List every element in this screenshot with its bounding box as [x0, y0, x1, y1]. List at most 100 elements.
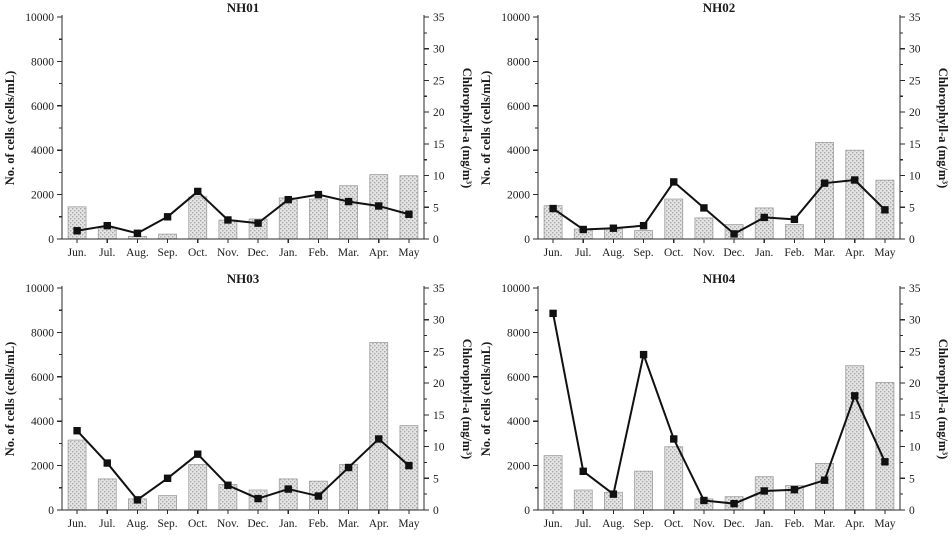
axes — [61, 286, 425, 511]
left-axis-title: No. of cells (cells/mL) — [479, 71, 493, 186]
square-marker — [133, 229, 142, 237]
x-tick-label: Apr. — [369, 247, 389, 259]
right-tick-label: 15 — [909, 139, 921, 151]
x-tick-label: Jul. — [575, 247, 591, 259]
x-tick-label: Apr. — [369, 518, 389, 530]
right-tick-label: 5 — [433, 473, 439, 485]
square-marker — [820, 476, 829, 484]
square-marker — [314, 190, 323, 199]
right-axis-title: Chlorophyll-a (mg/m³) — [936, 339, 950, 460]
x-tick-label: May — [874, 247, 895, 259]
x-tick-label: Jan. — [279, 518, 297, 530]
square-marker — [103, 459, 111, 467]
right-tick-label: 25 — [433, 75, 445, 87]
chart-panel-nh02: 0 2000 4000 6000 8000 10000 0 5 10 15 20 25 30 35 Jun.… — [476, 0, 952, 271]
chart-svg-nh02: 0 2000 4000 6000 8000 10000 0 5 10 15 20 25 30 35 Jun.… — [479, 0, 950, 259]
line-series — [552, 313, 886, 505]
x-tick-label: Feb. — [308, 247, 328, 259]
bar — [573, 489, 593, 511]
x-tick-label: Jun. — [68, 518, 87, 530]
bar — [188, 196, 208, 240]
x-tick-label: Sep. — [634, 518, 654, 530]
bar — [309, 198, 328, 240]
line-series — [76, 190, 410, 235]
bar — [399, 175, 419, 240]
left-axis-title: No. of cells (cells/mL) — [479, 342, 493, 457]
square-marker — [73, 427, 81, 435]
bar — [845, 149, 865, 240]
square-marker — [760, 487, 768, 495]
right-tick-label: 10 — [433, 171, 445, 183]
line-series — [76, 430, 410, 501]
square-marker — [103, 221, 111, 230]
square-marker — [314, 492, 323, 500]
right-axis-title: Chlorophyll-a (mg/m³) — [460, 339, 474, 460]
square-marker — [254, 219, 262, 227]
right-tick-label: 10 — [909, 442, 921, 454]
x-tick-label: Feb. — [308, 518, 328, 530]
bar — [278, 478, 298, 511]
square-marker — [670, 435, 678, 443]
x-tick-label: Mar. — [814, 518, 836, 530]
right-tick-label: 30 — [433, 315, 445, 327]
left-tick-label: 4000 — [31, 145, 54, 157]
square-marker — [881, 458, 889, 466]
left-tick-label: 4000 — [507, 416, 530, 428]
bar — [785, 224, 804, 240]
chart-svg-nh03: 0 2000 4000 6000 8000 10000 0 5 10 15 20 25 30 35 Jun.… — [3, 271, 474, 530]
right-axis-ticks: 0 5 10 15 20 25 30 35 — [424, 283, 445, 517]
bar-series — [67, 342, 419, 511]
x-tick-label: Jan. — [755, 518, 773, 530]
right-tick-label: 35 — [909, 283, 921, 295]
square-marker — [375, 202, 383, 210]
right-tick-label: 20 — [909, 107, 921, 119]
square-marker — [760, 213, 768, 222]
axes — [537, 15, 901, 240]
square-marker — [254, 494, 262, 503]
x-tick-label: Nov. — [693, 518, 715, 530]
right-tick-label: 25 — [909, 75, 921, 87]
panel-title: NH03 — [227, 271, 260, 286]
right-tick-label: 20 — [433, 107, 445, 119]
right-tick-label: 30 — [909, 44, 921, 56]
left-tick-label: 0 — [524, 234, 530, 246]
right-tick-label: 15 — [433, 139, 445, 151]
x-axis-ticks: Jun. Jul. Aug. Sep. Oct. Nov. Dec. Jan. Feb. Mar.… — [544, 510, 896, 530]
bar — [188, 464, 208, 511]
left-tick-label: 6000 — [507, 101, 530, 113]
x-tick-label: Nov. — [217, 247, 239, 259]
left-axis-title: No. of cells (cells/mL) — [3, 71, 17, 186]
square-marker — [405, 210, 413, 218]
left-tick-label: 2000 — [507, 461, 530, 473]
axes — [537, 286, 901, 511]
left-axis-ticks: 0 2000 4000 6000 8000 10000 — [25, 283, 62, 517]
square-marker — [284, 195, 292, 204]
axes — [61, 15, 425, 240]
bar-series — [543, 142, 895, 240]
x-tick-label: Aug. — [126, 518, 149, 530]
x-tick-label: Oct. — [664, 247, 684, 259]
line-markers — [549, 309, 889, 508]
left-tick-label: 0 — [524, 505, 530, 517]
left-axis-ticks: 0 2000 4000 6000 8000 10000 — [501, 12, 538, 246]
right-tick-label: 25 — [909, 346, 921, 358]
square-marker — [820, 179, 829, 187]
square-marker — [405, 461, 413, 470]
right-tick-label: 0 — [909, 505, 915, 517]
x-tick-label: Aug. — [602, 247, 625, 259]
line-markers — [73, 187, 413, 237]
right-tick-label: 20 — [433, 378, 445, 390]
square-marker — [284, 485, 292, 493]
x-tick-label: Oct. — [664, 518, 684, 530]
chart-panel-nh01: 0 2000 4000 6000 8000 10000 0 5 10 15 20 25 30 35 Jun.… — [0, 0, 476, 271]
left-tick-label: 10000 — [501, 283, 530, 295]
x-tick-label: Oct. — [188, 518, 208, 530]
square-marker — [163, 474, 172, 482]
x-tick-label: Jan. — [755, 247, 773, 259]
left-tick-label: 8000 — [31, 327, 54, 339]
square-marker — [700, 496, 708, 505]
x-tick-label: Nov. — [217, 518, 239, 530]
x-tick-label: Jan. — [279, 247, 297, 259]
right-tick-label: 0 — [433, 234, 439, 246]
x-tick-label: Sep. — [634, 247, 654, 259]
